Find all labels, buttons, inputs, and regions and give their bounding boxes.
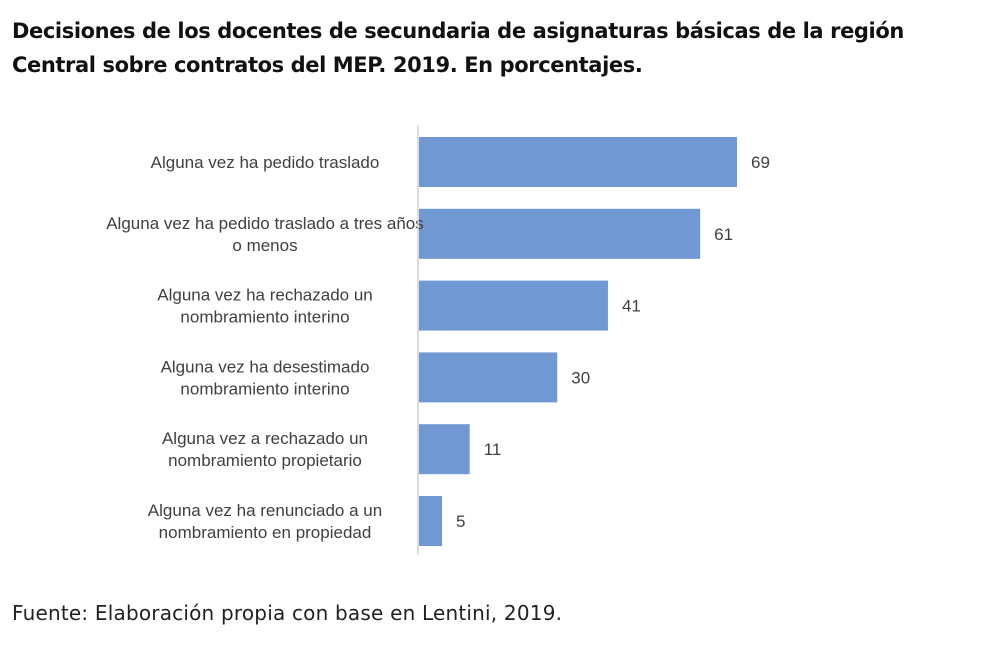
- bar-2: [419, 280, 608, 331]
- category-label-line: nombramiento interino: [180, 308, 349, 327]
- value-label-2: 41: [622, 297, 641, 316]
- category-label-line: nombramiento en propiedad: [159, 523, 372, 542]
- category-label-line: Alguna vez ha rechazado un: [157, 286, 373, 305]
- category-label-4: Alguna vez a rechazado un nombramiento pr…: [162, 429, 368, 470]
- value-labels-group: 69 61 41 30 11 5: [456, 153, 770, 531]
- category-label-line: Alguna vez ha pedido traslado a tres año…: [106, 214, 424, 233]
- value-label-1: 61: [714, 225, 733, 244]
- category-labels-group: Alguna vez ha pedido traslado Alguna vez …: [106, 153, 424, 542]
- bar-3: [419, 352, 558, 403]
- category-label-line: Alguna vez a rechazado un: [162, 429, 368, 448]
- category-label-line: o menos: [232, 236, 297, 255]
- category-label-5: Alguna vez ha renunciado a un nombramient…: [148, 501, 382, 542]
- bars-group: [419, 137, 737, 546]
- category-label-line: nombramiento propietario: [168, 451, 362, 470]
- category-label-2: Alguna vez ha rechazado un nombramiento i…: [157, 286, 373, 327]
- value-label-5: 5: [456, 512, 465, 531]
- category-label-0: Alguna vez ha pedido traslado: [151, 153, 380, 172]
- value-label-4: 11: [484, 440, 502, 459]
- bar-5: [419, 496, 443, 546]
- source-note: Fuente: Elaboración propia con base en L…: [12, 601, 563, 625]
- bar-chart: Alguna vez ha pedido traslado Alguna vez …: [106, 125, 770, 555]
- category-label-line: Alguna vez ha desestimado: [161, 357, 370, 376]
- bar-4: [419, 424, 470, 475]
- category-label-line: Alguna vez ha renunciado a un: [148, 501, 382, 520]
- category-label-line: nombramiento interino: [180, 379, 349, 398]
- chart-title: Decisiones de los docentes de secundaria…: [12, 19, 904, 77]
- category-label-line: Alguna vez ha pedido traslado: [151, 153, 380, 172]
- value-label-0: 69: [751, 153, 770, 172]
- bar-0: [419, 137, 737, 187]
- value-label-3: 30: [571, 368, 590, 387]
- bar-1: [419, 208, 701, 259]
- category-label-1: Alguna vez ha pedido traslado a tres año…: [106, 214, 424, 255]
- category-label-3: Alguna vez ha desestimado nombramiento in…: [161, 357, 370, 398]
